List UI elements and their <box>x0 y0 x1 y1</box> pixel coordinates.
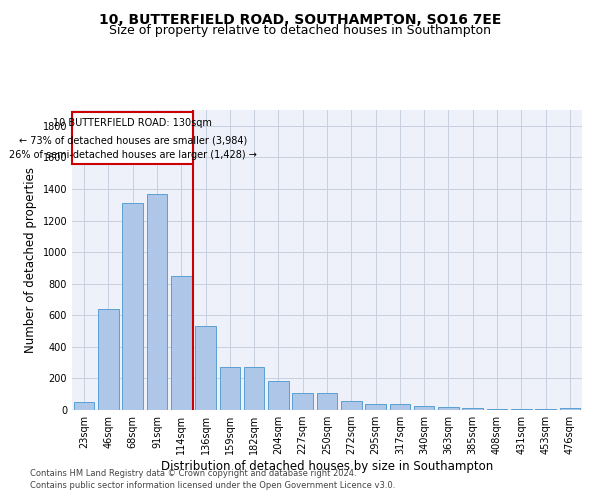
Text: Contains HM Land Registry data © Crown copyright and database right 2024.: Contains HM Land Registry data © Crown c… <box>30 468 356 477</box>
Bar <box>463 408 483 410</box>
Bar <box>195 326 216 410</box>
Y-axis label: Number of detached properties: Number of detached properties <box>24 167 37 353</box>
X-axis label: Distribution of detached houses by size in Southampton: Distribution of detached houses by size … <box>161 460 493 473</box>
Text: Contains public sector information licensed under the Open Government Licence v3: Contains public sector information licen… <box>30 481 395 490</box>
Bar <box>414 406 434 410</box>
Bar <box>98 309 119 410</box>
Bar <box>268 381 289 410</box>
Bar <box>535 409 556 410</box>
FancyBboxPatch shape <box>72 112 193 164</box>
Bar <box>438 407 459 410</box>
Text: 10, BUTTERFIELD ROAD, SOUTHAMPTON, SO16 7EE: 10, BUTTERFIELD ROAD, SOUTHAMPTON, SO16 … <box>99 12 501 26</box>
Bar <box>511 409 532 410</box>
Text: ← 73% of detached houses are smaller (3,984): ← 73% of detached houses are smaller (3,… <box>19 136 247 145</box>
Bar <box>317 394 337 410</box>
Bar <box>487 409 508 410</box>
Bar <box>365 404 386 410</box>
Bar <box>74 402 94 410</box>
Text: Size of property relative to detached houses in Southampton: Size of property relative to detached ho… <box>109 24 491 37</box>
Text: 10 BUTTERFIELD ROAD: 130sqm: 10 BUTTERFIELD ROAD: 130sqm <box>53 118 212 128</box>
Text: 26% of semi-detached houses are larger (1,428) →: 26% of semi-detached houses are larger (… <box>9 150 257 160</box>
Bar <box>341 400 362 410</box>
Bar <box>244 366 265 410</box>
Bar <box>122 203 143 410</box>
Bar <box>560 408 580 410</box>
Bar <box>389 404 410 410</box>
Bar <box>220 366 240 410</box>
Bar <box>146 194 167 410</box>
Bar <box>292 394 313 410</box>
Bar <box>171 276 191 410</box>
